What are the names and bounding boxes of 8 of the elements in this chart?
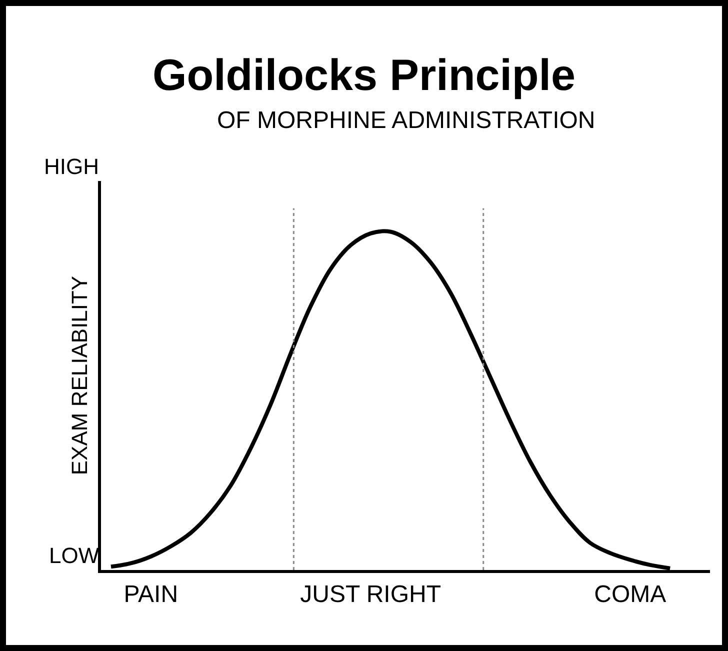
x-tick-label: JUST RIGHT xyxy=(300,580,442,608)
text: HIGH xyxy=(44,154,99,179)
text: LOW xyxy=(49,543,100,568)
y-axis-title: EXAM RELIABILITY xyxy=(66,276,92,476)
chart-subtitle: OF MORPHINE ADMINISTRATION xyxy=(217,107,596,134)
x-tick-label: PAIN xyxy=(124,580,178,608)
x-tick-label: COMA xyxy=(594,580,666,608)
chart-title: Goldilocks Principle xyxy=(152,50,576,100)
